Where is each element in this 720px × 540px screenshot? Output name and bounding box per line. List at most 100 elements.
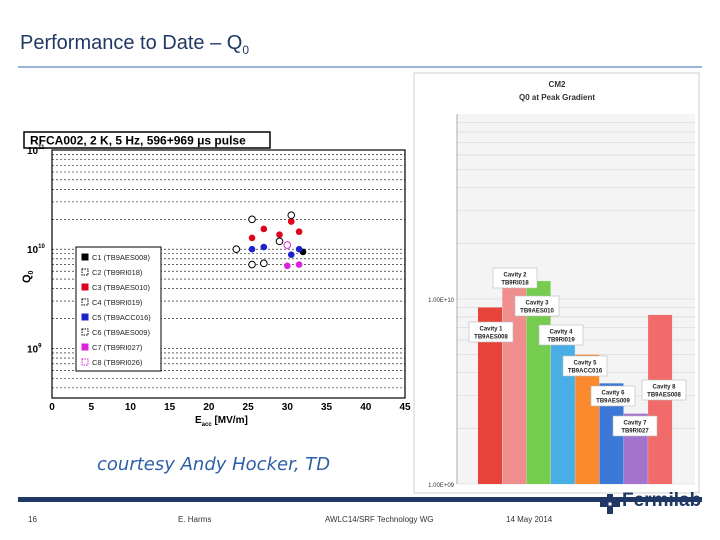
callout-cavity-label: Cavity 4 [549, 330, 573, 336]
legend-label: C7 (TB9RI027) [92, 343, 143, 352]
fermilab-logo-icon [600, 494, 620, 514]
x-tick-label: 30 [282, 402, 294, 413]
x-axis-label-subscript: acc [202, 422, 213, 428]
callout-cavity-label: Cavity 3 [525, 301, 549, 307]
gridlines [52, 149, 405, 389]
callout-cavity-label: Cavity 7 [623, 421, 647, 427]
callout-box [590, 385, 636, 407]
chart-title-box [23, 131, 271, 149]
y-tick-labels: 1011 1010 109 [27, 145, 45, 355]
fermilab-logo-text: Fermilab [622, 490, 702, 511]
callout-box [641, 379, 687, 401]
data-points [232, 211, 307, 270]
callout-cavity-label: Cavity 6 [601, 391, 625, 397]
callout-box [514, 295, 560, 317]
footer-date: 14 May 2014 [506, 515, 553, 524]
legend-marker [81, 328, 89, 336]
legend-marker [81, 283, 89, 291]
data-point [232, 245, 241, 253]
data-point [276, 231, 283, 239]
legend-label: C4 (TB9RI019) [92, 298, 143, 307]
x-axis-label: Eacc [MV/m] [195, 415, 248, 428]
footer-bar [18, 497, 702, 502]
callout-cavity-id: TB9AES008 [474, 335, 508, 341]
legend-marker [81, 253, 89, 261]
data-point [283, 241, 292, 249]
x-tick-label: 0 [49, 402, 55, 413]
legend-label: C6 (TB9AES009) [92, 328, 150, 337]
x-tick-label: 5 [88, 402, 94, 413]
callout-cavity-id: TB9RI027 [621, 429, 649, 435]
data-point [248, 234, 256, 242]
footer-page-number: 16 [28, 515, 37, 524]
callout-box [562, 355, 608, 377]
legend-label: C5 (TB9ACC016) [92, 313, 151, 322]
callout-box [468, 321, 514, 343]
chart-title: RFCA002, 2 K, 5 Hz, 596+969 μs pulse [30, 134, 246, 148]
y-tick-label: 1010 [27, 244, 45, 256]
x-tick-label: 10 [125, 402, 137, 413]
title-divider [18, 66, 702, 68]
bar-chart-title: CM2 [549, 80, 566, 89]
callout-cavity-label: Cavity 2 [503, 273, 527, 279]
bars [478, 271, 673, 484]
x-axis-label-text: E [195, 415, 202, 426]
legend-marker [81, 298, 89, 306]
legend-label: C3 (TB9AES010) [92, 283, 150, 292]
callout-cavity-id: TB9AES008 [647, 393, 681, 399]
courtesy-note: courtesy Andy Hocker, TD [97, 454, 331, 475]
data-point [284, 262, 291, 270]
legend-label: C2 (TB9RI018) [92, 268, 143, 277]
x-tick-label: 45 [399, 402, 411, 413]
x-tick-label: 40 [360, 402, 372, 413]
slide-title: Performance to Date – Q0 [20, 32, 250, 57]
x-tick-label: 35 [321, 402, 333, 413]
data-point [295, 228, 303, 236]
y-axis-label-subscript: 0 [28, 270, 35, 274]
slide-title-text: Performance to Date – Q [20, 32, 243, 54]
data-point [248, 260, 256, 269]
legend-label: C8 (TB9RI026) [92, 358, 143, 367]
callout-cavity-id: TB9AES010 [520, 309, 554, 315]
y-tick-label: 109 [27, 343, 42, 355]
data-point [260, 259, 268, 268]
x-tick-labels: 0 5 10 15 20 25 30 35 40 45 [49, 402, 411, 413]
callout-cavity-label: Cavity 5 [573, 361, 597, 367]
x-tick-label: 15 [164, 402, 176, 413]
legend-marker [81, 343, 89, 351]
x-axis-label-unit: [MV/m] [212, 415, 248, 426]
callout-cavity-id: TB9RI019 [547, 338, 575, 344]
legend-label: C1 (TB9AES008) [92, 253, 150, 262]
bar-chart-subtitle: Q0 at Peak Gradient [519, 93, 595, 102]
callout-box [612, 415, 658, 437]
callout-cavity-label: Cavity 8 [652, 385, 676, 391]
y-axis-label-text: Q [21, 274, 33, 283]
data-point [295, 245, 303, 253]
x-tick-label: 25 [243, 402, 255, 413]
legend-marker [81, 358, 89, 366]
legend-marker [81, 268, 89, 276]
data-point [260, 225, 268, 233]
x-tick-label: 20 [203, 402, 215, 413]
data-point [248, 245, 256, 253]
callout-box [492, 267, 538, 289]
data-point [295, 261, 303, 268]
bar-y-tick-label: 1.00E+10 [428, 298, 455, 304]
bar-callouts: Cavity 1 TB9AES008 Cavity 2 TB9RI018 Cavity … [468, 267, 687, 437]
callout-cavity-label: Cavity 1 [479, 327, 503, 333]
data-point [260, 243, 268, 251]
legend: C1 (TB9AES008) C2 (TB9RI018) C3 (TB9AES010… [75, 246, 162, 372]
data-point [287, 251, 295, 259]
legend-box [75, 246, 162, 372]
callout-cavity-id: TB9ACC016 [568, 369, 603, 375]
footer-event: AWLC14/SRF Technology WG [325, 515, 434, 524]
slide-title-subscript: 0 [242, 43, 250, 57]
data-point [287, 211, 296, 220]
data-point [248, 215, 256, 224]
y-axis-label: Q0 [21, 270, 35, 283]
footer-author: E. Harms [178, 515, 212, 524]
data-point [287, 218, 295, 225]
bar-y-tick-label: 1.00E+09 [428, 483, 455, 489]
